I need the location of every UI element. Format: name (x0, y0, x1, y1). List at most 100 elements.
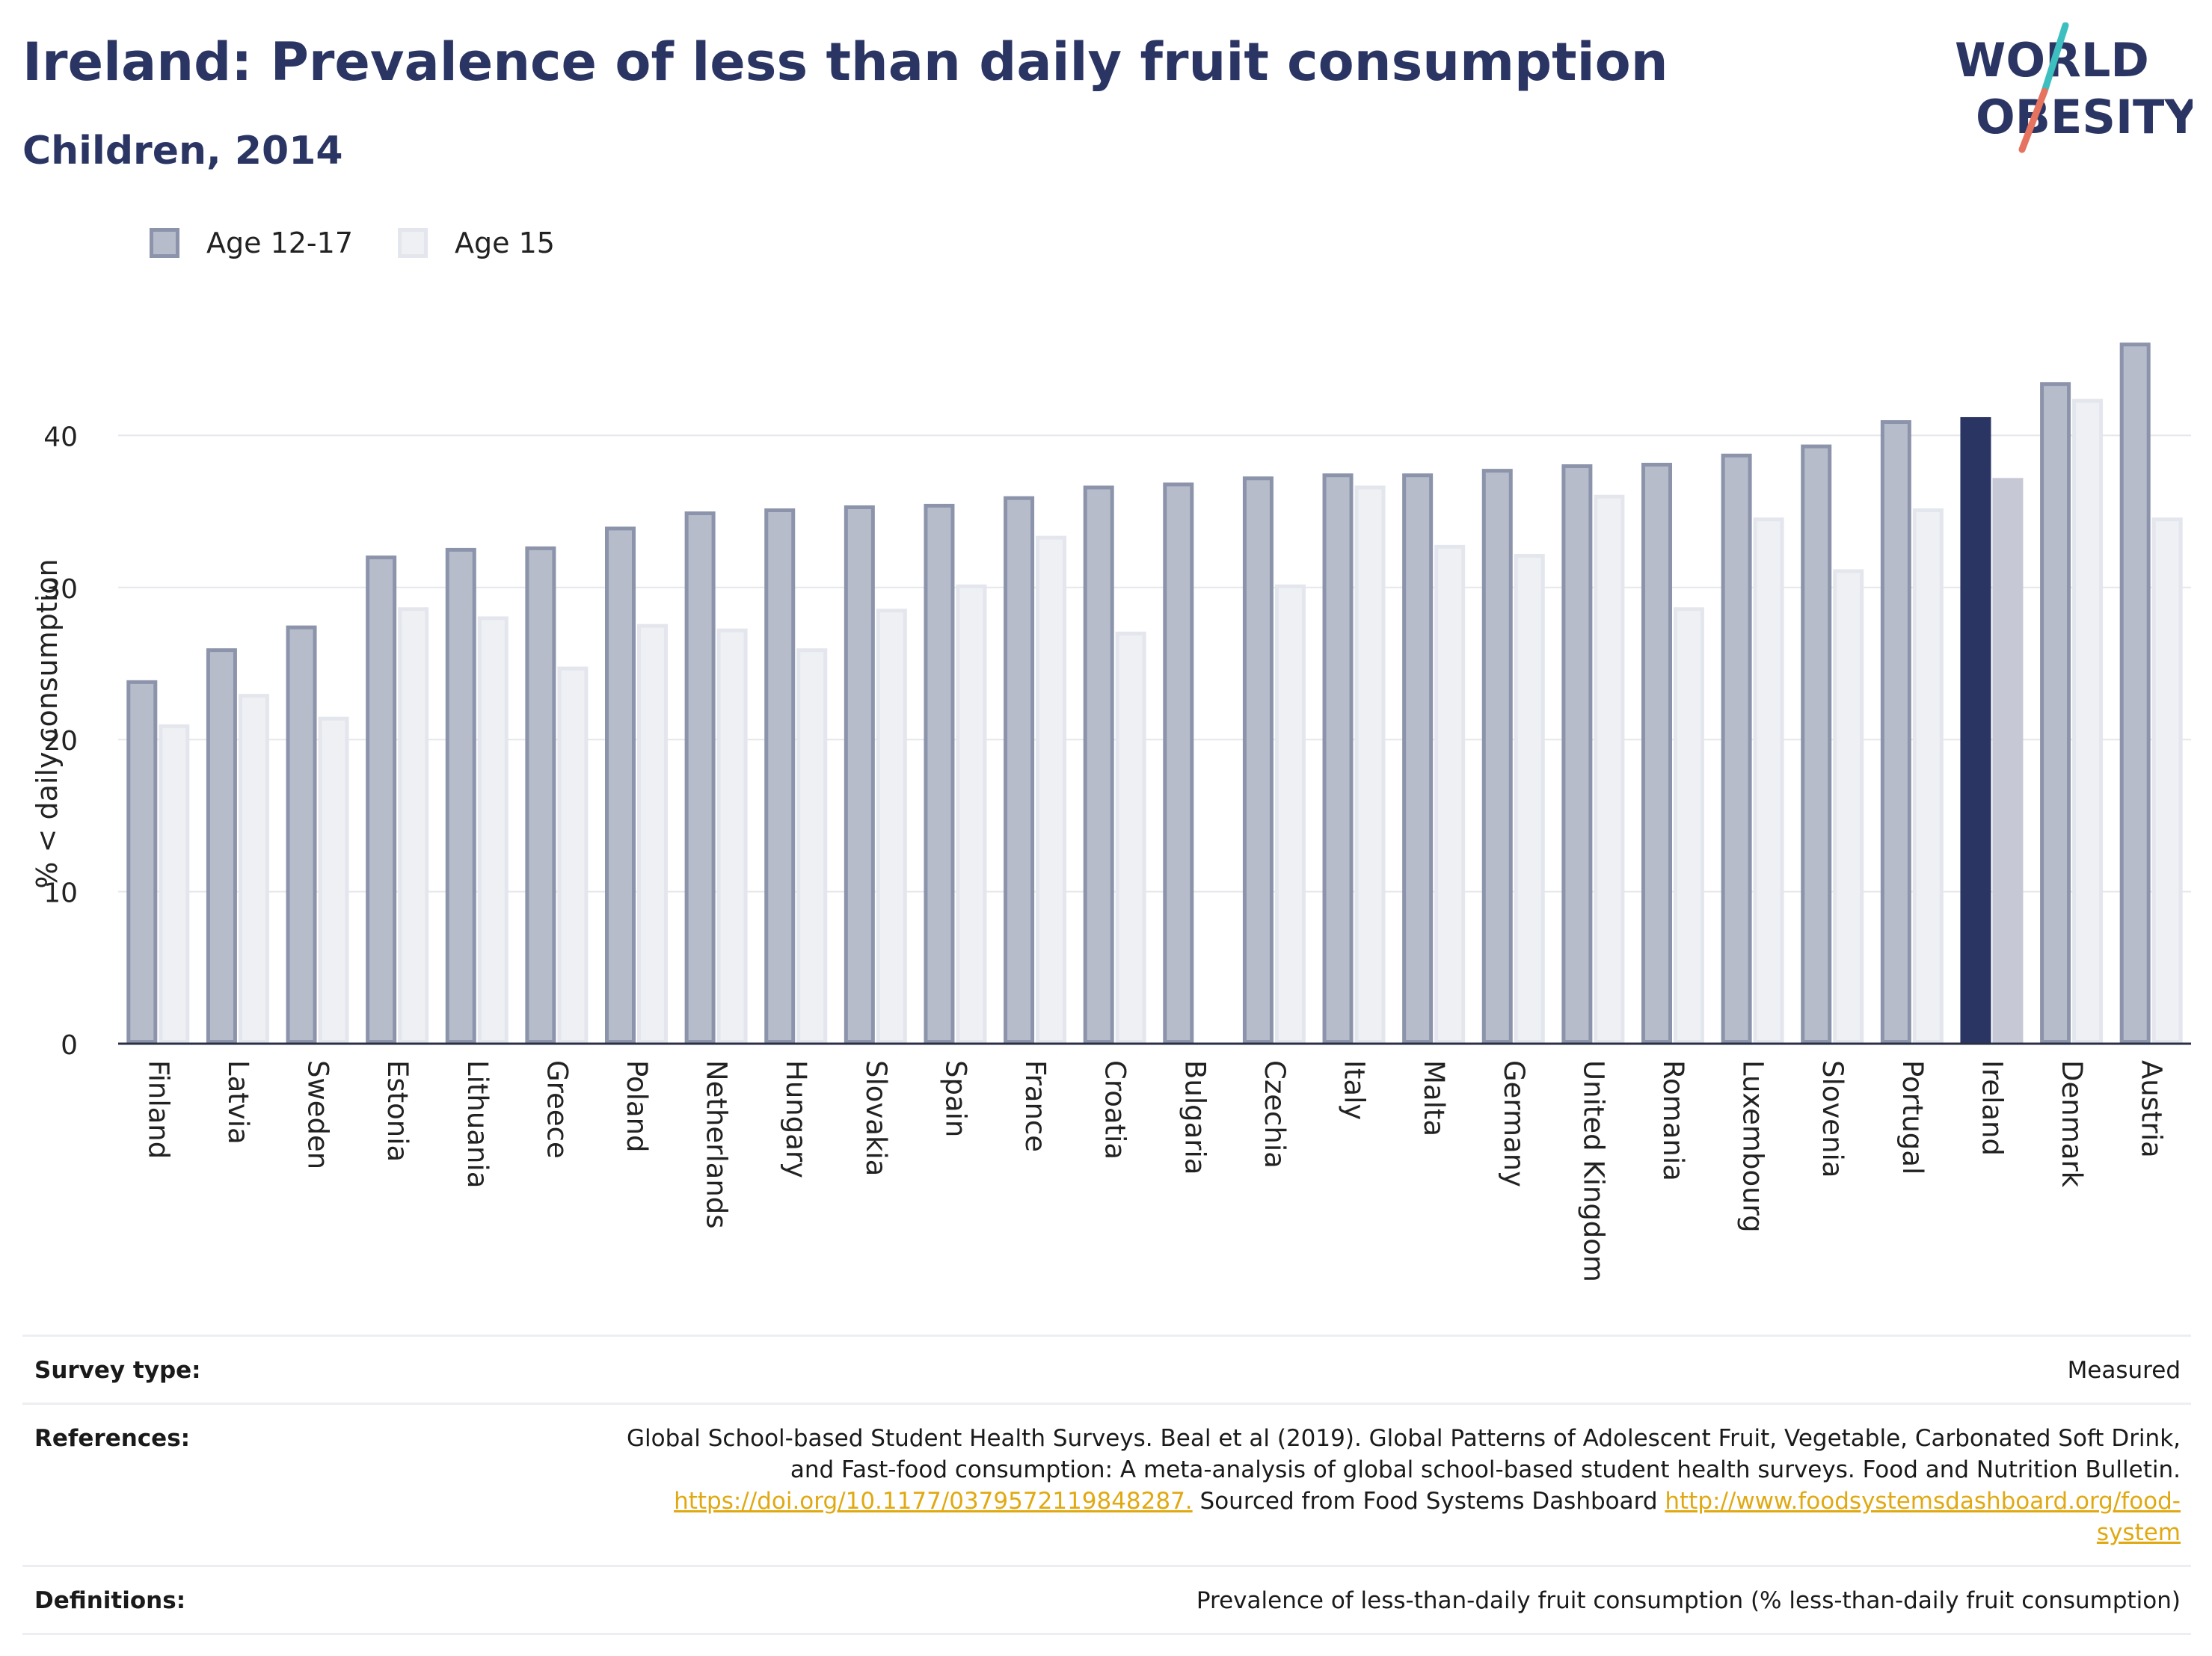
references-line-3: https://doi.org/10.1177/0379572119848287… (627, 1486, 2181, 1517)
bar-age-15-latvia (238, 694, 269, 1044)
food-systems-dashboard-link-continued[interactable]: system (2096, 1519, 2181, 1546)
bar-age-12-17-latvia (206, 648, 237, 1044)
bar-age-15-austria (2151, 517, 2183, 1044)
bar-age-12-17-germany (1481, 469, 1513, 1044)
x-tick-label: Estonia (381, 1060, 414, 1162)
logo-text-line2: OBESITY (1976, 90, 2193, 144)
bar-age-15-netherlands (716, 628, 748, 1044)
legend-label-age-12-17: Age 12-17 (206, 227, 353, 259)
chart-title: Ireland: Prevalence of less than daily f… (22, 31, 1668, 93)
bar-age-15-hungary (796, 648, 828, 1044)
bar-age-15-estonia (398, 607, 429, 1044)
legend-label-age-15: Age 15 (455, 227, 555, 259)
x-tick-label: Greece (541, 1060, 573, 1159)
definitions-value: Prevalence of less-than-daily fruit cons… (1196, 1587, 2181, 1614)
x-tick-label: Czechia (1259, 1060, 1291, 1169)
bar-age-15-sweden (318, 716, 349, 1044)
x-tick-label: Croatia (1099, 1060, 1131, 1160)
x-tick-label: Malta (1418, 1060, 1450, 1136)
references-line-4: system (627, 1517, 2181, 1548)
bar-age-15-romania (1674, 607, 1704, 1044)
food-systems-dashboard-link[interactable]: http://www.foodsystemsdashboard.org/food… (1665, 1488, 2181, 1515)
bar-age-15-poland (637, 624, 668, 1044)
bar-age-12-17-malta (1402, 473, 1434, 1044)
bar-age-15-ireland (1992, 478, 2024, 1044)
definitions-label: Definitions: (34, 1587, 186, 1614)
bar-age-12-17-hungary (764, 508, 796, 1044)
bar-age-12-17-united-kingdom (1561, 464, 1593, 1044)
bar-age-12-17-france (1004, 496, 1035, 1044)
doi-link[interactable]: https://doi.org/10.1177/0379572119848287… (674, 1488, 1193, 1515)
logo-slash-red (2018, 87, 2048, 153)
y-tick-label: 10 (43, 878, 78, 909)
bar-age-15-denmark (2072, 398, 2104, 1044)
y-tick-label: 40 (43, 422, 78, 452)
x-tick-label: Hungary (780, 1060, 812, 1178)
bar-age-15-malta (1434, 544, 1466, 1044)
bar-age-15-lithuania (477, 616, 509, 1044)
bar-age-12-17-denmark (2040, 382, 2071, 1044)
x-tick-label: Latvia (222, 1060, 254, 1145)
chart-legend: Age 12-17 Age 15 (150, 221, 555, 265)
legend-item-age-15[interactable]: Age 15 (398, 227, 555, 259)
bar-age-15-czechia (1274, 584, 1306, 1044)
survey-type-value: Measured (2067, 1357, 2181, 1384)
bar-age-15-croatia (1115, 631, 1146, 1044)
bar-age-12-17-estonia (366, 555, 397, 1044)
legend-item-age-12-17[interactable]: Age 12-17 (150, 227, 353, 259)
bar-age-12-17-ireland (1960, 416, 1991, 1044)
bar-age-15-luxembourg (1753, 517, 1784, 1044)
bar-age-12-17-portugal (1880, 420, 1911, 1044)
bar-age-12-17-lithuania (445, 547, 476, 1044)
world-obesity-logo: WORLD OBESITY (1955, 22, 2193, 153)
references-row: References: Global School-based Student … (22, 1403, 2191, 1565)
legend-swatch-age-15 (398, 228, 428, 258)
x-tick-label: Italy (1339, 1060, 1371, 1120)
x-tick-label: Sweden (302, 1060, 334, 1169)
x-tick-label: Portugal (1896, 1060, 1929, 1175)
chart-metadata: Survey type: Measured References: Global… (22, 1335, 2191, 1635)
bar-age-12-17-italy (1322, 473, 1354, 1044)
references-label: References: (34, 1425, 191, 1452)
x-tick-label: United Kingdom (1577, 1060, 1609, 1282)
x-tick-label: France (1019, 1060, 1051, 1152)
bar-age-15-finland (159, 724, 190, 1044)
x-tick-label: Lithuania (461, 1060, 494, 1188)
bar-age-12-17-sweden (286, 625, 317, 1044)
x-tick-label: Finland (142, 1060, 174, 1159)
x-tick-label: Netherlands (701, 1060, 733, 1229)
x-tick-label: Luxembourg (1737, 1060, 1769, 1233)
bar-age-12-17-slovakia (844, 505, 875, 1044)
bar-chart: 0 10 20 30 40 % < daily consumption Finland Lat… (31, 342, 2191, 1282)
x-tick-label: Denmark (2056, 1060, 2088, 1188)
x-tick-label: Bulgaria (1179, 1060, 1211, 1175)
references-value: Global School-based Student Health Surve… (627, 1423, 2181, 1548)
bar-age-12-17-netherlands (684, 511, 716, 1044)
references-sourced-text: Sourced from Food Systems Dashboard (1192, 1488, 1665, 1515)
bar-age-12-17-croatia (1083, 485, 1114, 1044)
definitions-row: Definitions: Prevalence of less-than-dai… (22, 1565, 2191, 1635)
bar-age-15-france (1036, 535, 1067, 1044)
bar-age-15-slovenia (1833, 569, 1864, 1044)
logo-slash-teal (2041, 22, 2069, 95)
bar-age-15-portugal (1912, 508, 1944, 1044)
bar-age-12-17-greece (525, 546, 556, 1044)
bar-age-15-greece (557, 666, 589, 1044)
x-tick-label: Austria (2136, 1060, 2168, 1158)
bar-age-12-17-slovenia (1801, 444, 1832, 1044)
x-tick-label: Germany (1498, 1060, 1530, 1187)
y-tick-label: 0 (61, 1030, 78, 1061)
bar-age-12-17-czechia (1242, 476, 1274, 1044)
chart-subtitle: Children, 2014 (22, 129, 343, 173)
y-tick-label: 20 (43, 726, 78, 757)
x-tick-label: Ireland (1976, 1060, 2008, 1156)
bar-age-12-17-spain (924, 503, 955, 1044)
survey-type-label: Survey type: (34, 1357, 201, 1384)
references-line-1: Global School-based Student Health Surve… (627, 1425, 2181, 1452)
bar-age-12-17-luxembourg (1721, 453, 1752, 1044)
survey-type-row: Survey type: Measured (22, 1335, 2191, 1403)
x-tick-label: Poland (621, 1060, 653, 1153)
y-tick-label: 30 (43, 574, 78, 605)
bar-age-15-united-kingdom (1594, 494, 1625, 1044)
bar-age-15-spain (956, 584, 987, 1044)
